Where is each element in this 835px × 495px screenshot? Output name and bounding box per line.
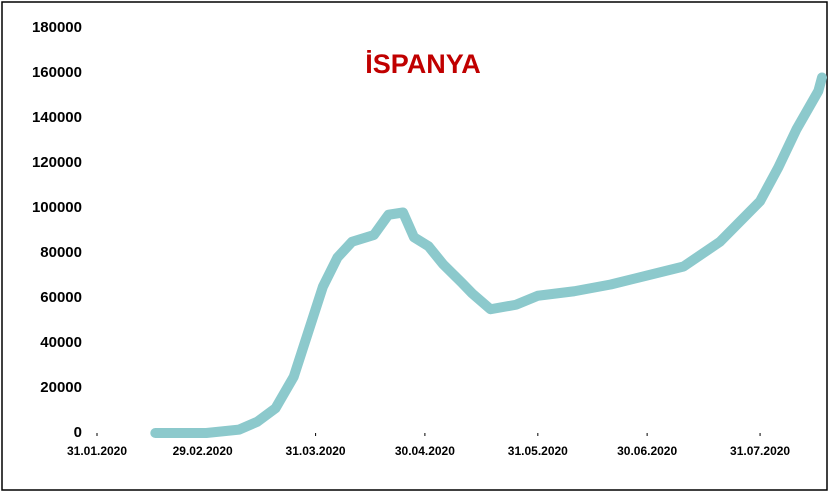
y-tick-label: 120000: [32, 154, 82, 171]
y-tick-label: 20000: [40, 379, 82, 396]
x-tick-label: 30.04.2020: [395, 444, 455, 458]
x-tick-label: 31.01.2020: [67, 444, 127, 458]
x-tick-label: 31.03.2020: [286, 444, 346, 458]
x-tick-label: 30.06.2020: [617, 444, 677, 458]
y-tick-label: 80000: [40, 244, 82, 261]
y-tick-label: 40000: [40, 334, 82, 351]
chart-title: İSPANYA: [365, 49, 481, 79]
x-tick-label: 29.02.2020: [173, 444, 233, 458]
x-tick-label: 31.05.2020: [508, 444, 568, 458]
y-tick-label: 140000: [32, 109, 82, 126]
y-tick-label: 100000: [32, 199, 82, 216]
y-tick-label: 0: [74, 424, 82, 441]
y-tick-label: 60000: [40, 289, 82, 306]
data-line: [150, 72, 827, 438]
x-tick-label: 31.07.2020: [730, 444, 790, 458]
y-tick-label: 180000: [32, 19, 82, 36]
y-tick-label: 160000: [32, 64, 82, 81]
